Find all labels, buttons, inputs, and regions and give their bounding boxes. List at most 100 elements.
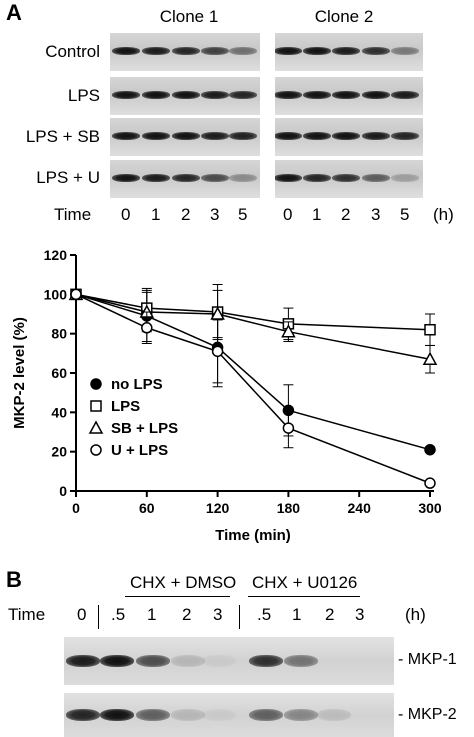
series-sb-lps [68,286,438,374]
time-point-a: 2 [181,205,191,224]
band [201,47,229,55]
band [172,47,200,55]
band [112,47,140,55]
band [332,174,360,182]
data-point [210,306,225,320]
time-point-a: 3 [210,205,220,224]
band [275,91,302,99]
band [66,709,100,721]
band [303,174,331,182]
band [332,47,360,55]
band [112,91,140,99]
time-point-b: 3 [355,605,365,624]
band [284,709,318,721]
series-lps [70,284,436,346]
band [332,91,360,99]
group-label-u0126: CHX + U0126 [252,573,358,592]
time-point-b: 1 [292,605,302,624]
band [229,174,257,182]
band [66,655,100,667]
band [332,132,360,140]
data-point [282,422,295,434]
band [202,709,236,721]
band [201,174,229,182]
group-line-u0126 [248,596,360,597]
band [142,132,170,140]
band [142,47,170,55]
time-unit-b: (h) [405,605,426,624]
time-label-a: Time [54,205,92,224]
time-point-b: 0 [77,605,87,624]
y-tick-label: 100 [44,286,68,302]
band [202,655,236,667]
band [284,655,318,667]
y-axis-title: MKP-2 level (%) [11,317,28,429]
data-point [211,345,224,358]
data-point [424,323,436,336]
data-point [422,351,438,365]
y-tick-label: 20 [51,444,67,460]
band-label-mkp1: - MKP-1 [398,651,457,668]
band [391,91,419,99]
band [275,174,302,182]
blot-strip-clone2-row-1 [275,33,423,71]
legend-label: LPS [111,398,140,415]
band [229,91,257,99]
legend-label: no LPS [111,376,163,393]
band [229,132,257,140]
data-point [281,324,296,338]
data-point [424,443,436,456]
time-point-a: 0 [283,205,293,224]
blot-strip-clone1-row-1 [110,33,260,71]
clone-2-title: Clone 2 [314,7,374,26]
y-tick-label: 80 [51,326,67,342]
band [362,174,390,182]
data-point [90,444,102,456]
panel-b-label: B [6,567,22,592]
band [362,47,390,55]
time-point-a: 5 [238,205,248,224]
band [136,655,170,667]
data-point [90,378,102,390]
band [303,91,331,99]
band [201,91,229,99]
band [142,174,170,182]
legend-label: U + LPS [111,442,168,459]
x-tick-label: 300 [418,500,442,516]
band [303,132,331,140]
series-u-lps [70,288,436,489]
group-label-dmso: CHX + DMSO [130,573,237,592]
band [172,132,200,140]
blot-strip-clone2-row-4 [275,160,423,198]
band [303,47,331,55]
series-line [75,293,431,331]
group-line-dmso [125,596,230,597]
data-point [70,288,82,301]
y-tick-label: 40 [51,404,67,420]
x-tick-label: 0 [72,500,80,516]
band [229,47,257,55]
time-point-b: .5 [257,605,272,624]
band [172,174,200,182]
band [112,132,140,140]
panel-a-label: A [6,0,22,25]
x-tick-label: 240 [348,500,372,516]
row-label-lps: LPS [67,86,100,105]
band [391,174,419,182]
blot-strip-clone2-row-3 [275,118,423,156]
x-tick-label: 180 [277,500,301,516]
band [391,47,419,55]
blot-strip-clone1-row-3 [110,118,260,156]
lane-divider-1 [98,605,99,629]
time-label-b: Time [8,605,46,624]
band [201,132,229,140]
band [317,709,351,721]
blot-strip-mkp2 [64,693,394,737]
clone-1-title: Clone 1 [159,7,219,26]
blot-strip-mkp1 [64,637,394,685]
band-label-mkp2: - MKP-2 [398,706,457,723]
data-point [141,322,153,334]
band [249,655,283,667]
band [249,709,283,721]
band [171,655,205,667]
